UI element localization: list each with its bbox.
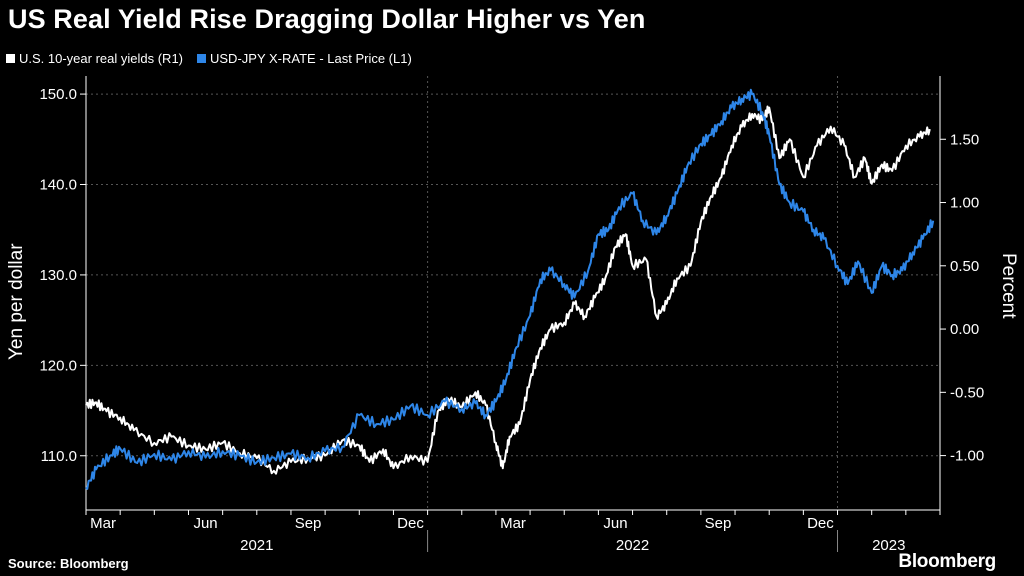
x-tick-label: Jun — [193, 515, 217, 532]
y-left-tick-label: 150.0 — [39, 86, 77, 103]
x-tick-label: Sep — [295, 515, 322, 532]
y-right-tick-label: 0.50 — [950, 258, 979, 275]
x-tick-label: Jun — [603, 515, 627, 532]
x-tick-label: Dec — [397, 515, 424, 532]
legend-item-usdjpy: USD-JPY X-RATE - Last Price (L1) — [197, 51, 412, 66]
axes: 110.0 120.0 130.0 140.0 150.0 2021 2022 2023 Mar… — [39, 76, 984, 554]
gridlines — [86, 76, 940, 510]
y-left-tick-label: 120.0 — [39, 357, 77, 374]
x-tick-label: Dec — [807, 515, 834, 532]
y-right-tick-label: 1.50 — [950, 131, 979, 148]
x-year-label: 2023 — [872, 537, 905, 554]
legend-item-yields: U.S. 10-year real yields (R1) — [6, 51, 183, 66]
y-left-tick-label: 130.0 — [39, 267, 77, 284]
bloomberg-logo: Bloomberg — [898, 551, 996, 572]
series-line-usdjpy — [85, 88, 935, 490]
legend-label-usdjpy: USD-JPY X-RATE - Last Price (L1) — [210, 51, 412, 66]
legend: U.S. 10-year real yields (R1) USD-JPY X-… — [6, 51, 412, 66]
y-right-tick-label: 0.00 — [950, 321, 979, 338]
x-year-label: 2021 — [240, 537, 273, 554]
y-left-axis-label: Yen per dollar — [6, 243, 27, 360]
x-tick-label: Sep — [705, 515, 732, 532]
legend-swatch-yields — [6, 54, 15, 63]
x-tick-label: Mar — [90, 515, 116, 532]
series-line-real-yields — [85, 105, 931, 475]
x-tick-label: Mar — [500, 515, 526, 532]
x-year-label: 2022 — [616, 537, 649, 554]
series-lines — [85, 88, 935, 490]
legend-swatch-usdjpy — [197, 54, 206, 63]
source-note: Source: Bloomberg — [8, 556, 129, 571]
chart-title: US Real Yield Rise Dragging Dollar Highe… — [8, 4, 646, 34]
y-right-axis-label: Percent — [998, 253, 1019, 319]
y-left-tick-label: 140.0 — [39, 177, 77, 194]
y-right-tick-label: -0.50 — [950, 384, 984, 401]
legend-label-yields: U.S. 10-year real yields (R1) — [19, 51, 183, 66]
y-left-tick-label: 110.0 — [41, 448, 77, 465]
y-right-tick-label: 1.00 — [950, 195, 979, 212]
y-right-tick-label: -1.00 — [950, 448, 984, 465]
